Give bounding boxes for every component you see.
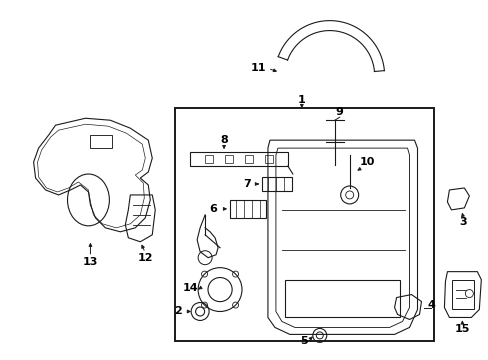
Text: 1: 1 [297, 95, 305, 105]
Text: 5: 5 [300, 336, 307, 346]
Bar [204, 155, 213, 163]
Bar [229, 200, 265, 218]
Bar [190, 152, 287, 166]
Text: 13: 13 [82, 257, 98, 267]
Bar [285, 280, 399, 318]
Bar [244, 155, 252, 163]
Text: 4: 4 [427, 300, 434, 310]
Text: 9: 9 [335, 107, 343, 117]
Text: 2: 2 [174, 306, 182, 316]
Text: 7: 7 [243, 179, 250, 189]
Bar [175, 108, 433, 341]
Text: 6: 6 [209, 204, 217, 214]
Text: 15: 15 [454, 324, 469, 334]
Bar [451, 280, 473, 310]
Text: 11: 11 [250, 63, 265, 73]
Text: 14: 14 [182, 283, 198, 293]
Text: 12: 12 [137, 253, 153, 263]
Bar [262, 177, 291, 191]
Text: 3: 3 [459, 217, 466, 227]
Text: 8: 8 [220, 135, 227, 145]
Text: 10: 10 [359, 157, 375, 167]
Bar [264, 155, 272, 163]
Bar [90, 135, 112, 148]
Bar [224, 155, 233, 163]
